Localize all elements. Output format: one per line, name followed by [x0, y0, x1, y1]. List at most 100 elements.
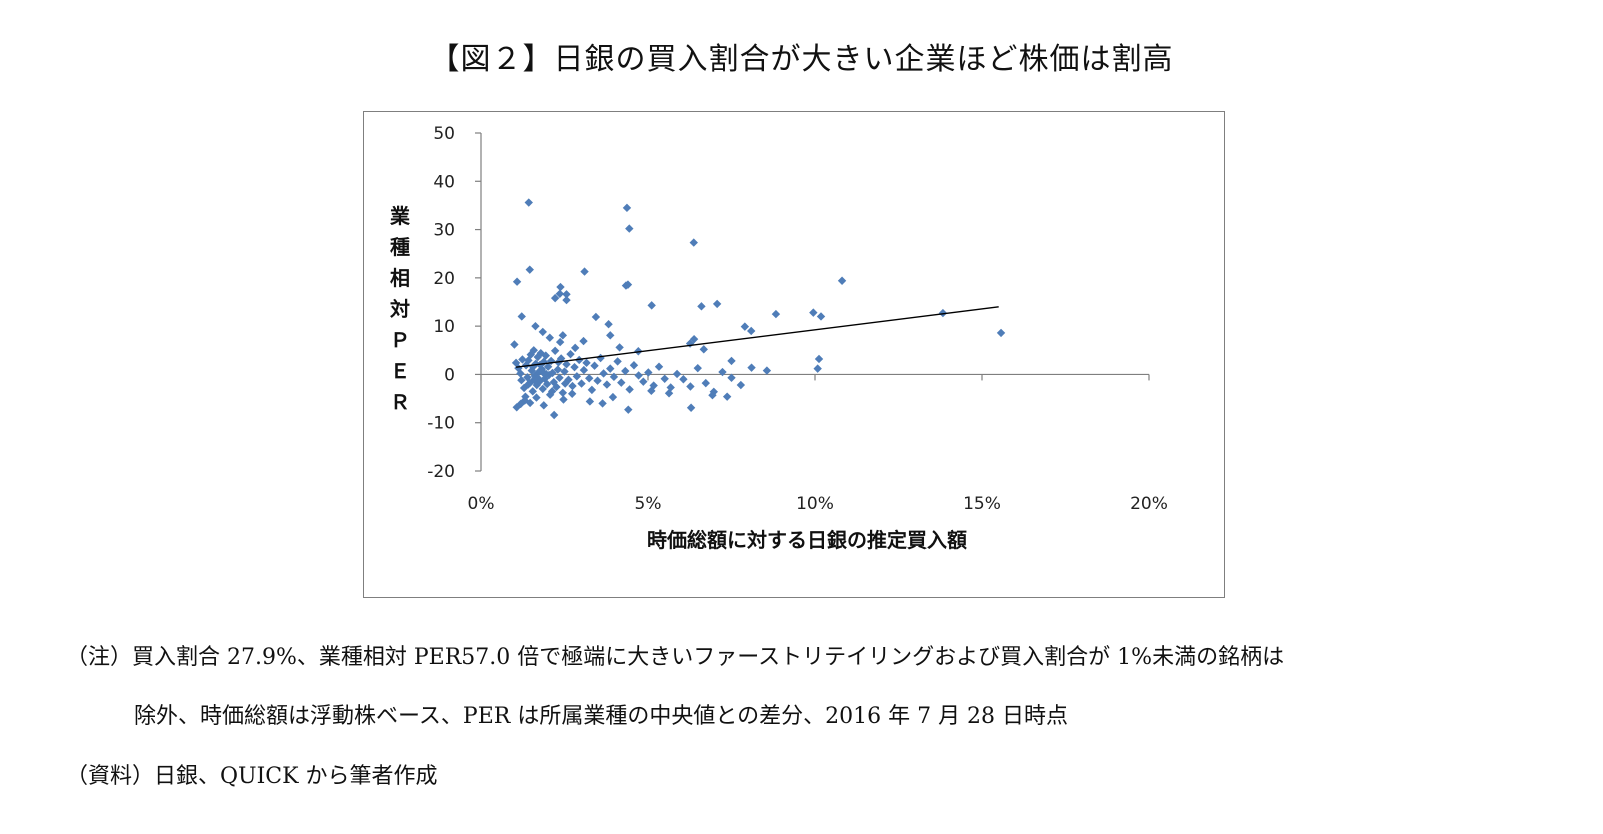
data-point: [549, 410, 559, 420]
data-point: [625, 385, 634, 394]
data-point: [596, 353, 605, 363]
data-point: [624, 405, 633, 414]
data-points: [510, 198, 1006, 420]
y-axis-title-char: 相: [390, 266, 410, 290]
data-point: [525, 265, 534, 274]
x-axis-title: 時価総額に対する日銀の推定買入額: [647, 528, 967, 552]
y-axis-title-char: 業: [390, 204, 411, 228]
data-point: [599, 369, 608, 378]
y-tick-label: -20: [427, 462, 455, 482]
data-point: [570, 343, 580, 353]
y-tick-label: -10: [427, 414, 455, 434]
data-point: [567, 389, 577, 398]
data-point: [712, 299, 722, 309]
data-point: [572, 372, 582, 381]
y-tick-label: 0: [444, 365, 455, 385]
data-point: [566, 349, 575, 359]
data-point: [693, 363, 702, 373]
data-point: [837, 276, 847, 285]
data-point: [552, 382, 561, 392]
data-point: [996, 328, 1006, 338]
x-tick-label: 0%: [468, 494, 495, 514]
data-point: [580, 267, 589, 276]
data-point: [629, 361, 639, 370]
data-point: [762, 366, 772, 375]
y-axis-title-char: 種: [390, 235, 410, 259]
data-point: [590, 361, 599, 370]
data-point: [813, 364, 822, 373]
data-point: [593, 376, 602, 385]
data-point: [639, 377, 648, 386]
y-tick-label: 50: [433, 124, 455, 144]
data-point: [747, 363, 756, 372]
y-tick-label: 30: [433, 221, 455, 241]
note-line-1: （注）買入割合 27.9%、業種相対 PER57.0 倍で極端に大きいファースト…: [66, 645, 1285, 670]
data-point: [585, 397, 595, 406]
y-tick-label: 40: [433, 172, 455, 192]
data-point: [591, 312, 601, 322]
data-point: [686, 403, 696, 412]
trendline-path: [515, 306, 999, 368]
data-point: [602, 380, 612, 389]
data-point: [660, 374, 669, 383]
data-point: [545, 333, 555, 342]
chart-title: 【図２】日銀の買入割合が大きい企業ほど株価は割高: [429, 42, 1174, 77]
data-point: [664, 389, 674, 398]
data-point: [550, 346, 560, 355]
y-axis-title-char: Ｅ: [390, 359, 410, 383]
data-point: [531, 321, 540, 331]
y-tick-label: 10: [433, 317, 455, 337]
data-point: [740, 322, 750, 331]
data-point: [617, 378, 626, 387]
data-point: [722, 392, 732, 401]
x-tick-label: 20%: [1130, 494, 1168, 514]
data-point: [598, 399, 607, 408]
y-tick-label: 20: [433, 269, 455, 289]
data-point: [615, 343, 624, 352]
data-point: [585, 374, 594, 383]
data-point: [558, 388, 568, 397]
data-point: [644, 368, 653, 377]
axes: [475, 132, 1150, 472]
data-point: [606, 331, 615, 340]
data-point: [809, 308, 818, 317]
data-point: [816, 312, 826, 321]
data-point: [579, 336, 588, 346]
data-point: [555, 289, 565, 298]
chart-frame: [363, 111, 1225, 598]
data-point: [523, 380, 533, 389]
data-point: [510, 340, 519, 349]
data-point: [556, 282, 565, 292]
data-point: [559, 395, 568, 404]
data-point: [727, 373, 736, 383]
data-point: [689, 238, 698, 247]
data-point: [555, 373, 564, 383]
y-axis-title-char: 対: [389, 297, 410, 321]
data-point: [701, 378, 710, 388]
data-point: [529, 346, 538, 355]
data-point: [608, 392, 618, 402]
note-line-2: 除外、時価総額は浮動株ベース、PER は所属業種の中央値との差分、2016 年 …: [134, 704, 1069, 729]
y-axis-title-char: Ｐ: [390, 328, 410, 352]
data-point: [587, 385, 597, 395]
data-point: [568, 381, 577, 391]
y-axis-title-char: Ｒ: [390, 390, 410, 414]
data-point: [524, 198, 533, 207]
data-point: [625, 224, 634, 233]
data-point: [604, 320, 613, 329]
data-point: [577, 379, 586, 388]
data-point: [579, 365, 589, 375]
x-tick-label: 5%: [635, 494, 662, 514]
data-point: [516, 369, 525, 378]
data-point: [570, 362, 579, 372]
data-point: [562, 295, 571, 305]
data-point: [686, 382, 695, 391]
data-point: [609, 372, 619, 382]
data-point: [672, 369, 682, 379]
data-point: [538, 327, 547, 337]
data-point: [771, 309, 781, 319]
data-point: [560, 367, 569, 376]
data-point: [814, 354, 824, 364]
data-point: [697, 302, 706, 311]
